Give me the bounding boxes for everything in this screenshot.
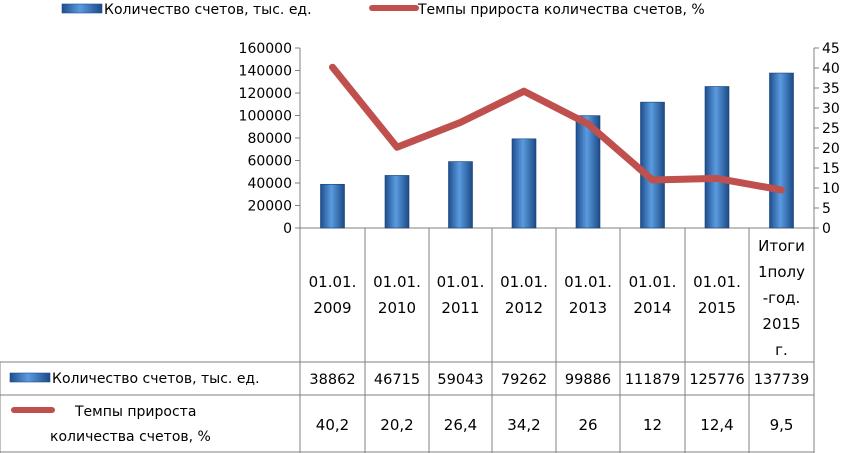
x-tick-label: 01.01. (437, 273, 485, 291)
y-left-tick-label: 60000 (247, 154, 292, 170)
bar (448, 161, 473, 229)
bar (384, 175, 410, 229)
bar (769, 72, 794, 229)
data-label-bar: 38862 (309, 372, 355, 388)
table-row-label-line-2: количества счетов, % (50, 429, 211, 445)
x-tick-label: 01.01. (500, 273, 548, 291)
x-tick-label: 2014 (633, 299, 671, 317)
x-tick-label: 1полу (758, 263, 805, 281)
y-left-tick-label: 100000 (239, 109, 292, 125)
y-right-tick-label: 20 (822, 141, 840, 157)
y-left-tick-label: 120000 (239, 86, 292, 102)
growth-line (329, 63, 785, 194)
y-left-tick-label: 0 (283, 221, 292, 237)
data-label-line: 26,4 (444, 416, 477, 434)
data-label-line: 20,2 (380, 416, 413, 434)
y-left-tick-label: 160000 (239, 41, 292, 57)
data-label-line: 26 (578, 416, 597, 434)
table-row-label-bar: Количество счетов, тыс. ед. (52, 371, 260, 387)
x-tick-label: 01.01. (373, 273, 421, 291)
data-label-line: 40,2 (316, 416, 349, 434)
x-tick-label: 01.01. (693, 273, 741, 291)
bar (704, 86, 730, 229)
bar (320, 183, 345, 229)
data-table: 01.01. 2009 01.01. 2010 01.01. 2011 01.01. 2012… (0, 228, 815, 453)
legend: Количество счетов, тыс. ед. Темпы прирост… (61, 2, 705, 18)
table-row-label-line-1: Темпы прироста (74, 404, 196, 420)
data-label-line: 9,5 (770, 416, 794, 434)
data-label-line: 12,4 (700, 416, 733, 434)
x-tick-label: 01.01. (629, 273, 677, 291)
bar (640, 101, 665, 229)
y-right-tick-label: 45 (822, 41, 840, 57)
plot-area: 0 20000 40000 60000 80000 100000 120000 140000 1… (239, 41, 840, 237)
x-tick-label: 2015 (698, 299, 736, 317)
data-label-bar: 125776 (689, 372, 744, 388)
x-tick-label: -год. (763, 289, 801, 307)
x-tick-label: 2009 (313, 299, 351, 317)
data-label-bar: 111879 (625, 372, 680, 388)
y-right-tick-label: 40 (822, 61, 840, 77)
y-left-tick-label: 80000 (247, 131, 292, 147)
x-tick-label: г. (775, 341, 788, 359)
legend-label-line: Темпы прироста количества счетов, % (417, 2, 705, 18)
y-left-tick-label: 40000 (247, 176, 292, 192)
data-label-bar: 59043 (437, 372, 483, 388)
y-left-tick-label: 140000 (239, 64, 292, 80)
table-legend-swatch-bar (9, 372, 51, 383)
bar (511, 138, 537, 229)
y-right-tick-label: 35 (822, 81, 840, 97)
x-tick-label: 2010 (378, 299, 416, 317)
x-tick-label: 01.01. (309, 273, 357, 291)
x-tick-label: 2015 (762, 315, 800, 333)
data-label-bar: 79262 (501, 372, 547, 388)
data-label-bar: 99886 (565, 372, 611, 388)
x-tick-label: Итоги (758, 237, 805, 255)
data-label-bar: 137739 (754, 372, 809, 388)
x-tick-label: 2011 (441, 299, 479, 317)
legend-label-bar: Количество счетов, тыс. ед. (104, 2, 312, 18)
x-tick-label: 01.01. (564, 273, 612, 291)
y-right-tick-label: 0 (822, 221, 831, 237)
data-label-line: 34,2 (507, 416, 540, 434)
y-right-tick-label: 10 (822, 181, 840, 197)
x-tick-label: 2013 (569, 299, 607, 317)
x-tick-label: 2012 (505, 299, 543, 317)
y-right-tick-label: 25 (822, 121, 840, 137)
y-right-tick-label: 5 (822, 201, 831, 217)
y-right-tick-label: 15 (822, 161, 840, 177)
legend-swatch-bar (61, 3, 103, 14)
y-left-tick-label: 20000 (247, 199, 292, 215)
y-right-tick-label: 30 (822, 101, 840, 117)
data-label-bar: 46715 (374, 372, 420, 388)
data-label-line: 12 (643, 416, 662, 434)
